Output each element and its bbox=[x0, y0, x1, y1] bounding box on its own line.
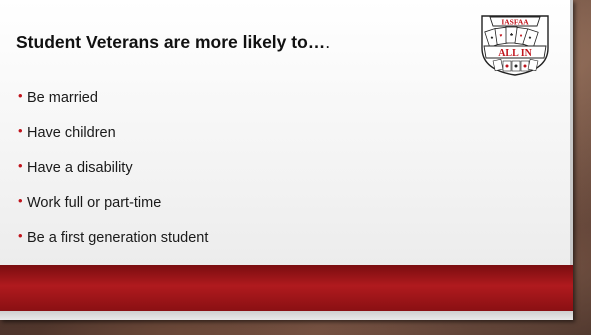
bullet-list: • Be married • Have children • Have a disab… bbox=[18, 88, 209, 265]
bullet-text: Have children bbox=[27, 125, 116, 141]
bullet-marker: • bbox=[18, 88, 23, 103]
bullet-marker: • bbox=[18, 158, 23, 173]
svg-text:♠: ♠ bbox=[491, 35, 494, 41]
svg-text:♦: ♦ bbox=[520, 33, 523, 39]
iasfaa-logo: IASFAA ♠ ♥ ♣ ♦ ♠ ALL IN bbox=[481, 15, 549, 76]
bottom-cards-icon bbox=[492, 58, 539, 72]
svg-text:♠: ♠ bbox=[529, 35, 532, 41]
logo-top-text: IASFAA bbox=[501, 18, 529, 27]
bullet-text: Be a first generation student bbox=[27, 230, 209, 246]
bullet-item: • Have a disability bbox=[18, 158, 208, 177]
slide-title: Student Veterans are more likely to…. bbox=[16, 32, 330, 53]
slide-title-tail: . bbox=[325, 32, 331, 52]
bullet-marker: • bbox=[18, 228, 23, 243]
bullet-text: Work full or part-time bbox=[27, 195, 162, 211]
bullet-text: Have a disability bbox=[27, 160, 133, 176]
bullet-item: • Be a first generation student bbox=[18, 228, 209, 247]
slide: Student Veterans are more likely to…. IA… bbox=[0, 0, 573, 320]
footer-red-band bbox=[0, 265, 573, 311]
svg-text:♣: ♣ bbox=[510, 32, 514, 38]
slide-title-main: Student Veterans are more likely to… bbox=[16, 32, 326, 52]
bullet-text: Be married bbox=[27, 90, 98, 106]
footer-band-shadow bbox=[0, 311, 573, 320]
bullet-marker: • bbox=[18, 123, 23, 138]
svg-text:♥: ♥ bbox=[500, 33, 503, 39]
slide-edge bbox=[570, 0, 573, 320]
bullet-item: • Have children bbox=[18, 123, 208, 142]
logo-bottom-text: ALL IN bbox=[498, 48, 532, 59]
bullet-item: • Be married bbox=[18, 88, 208, 107]
bullet-marker: • bbox=[18, 193, 23, 208]
bullet-item: • Work full or part-time bbox=[18, 193, 208, 212]
